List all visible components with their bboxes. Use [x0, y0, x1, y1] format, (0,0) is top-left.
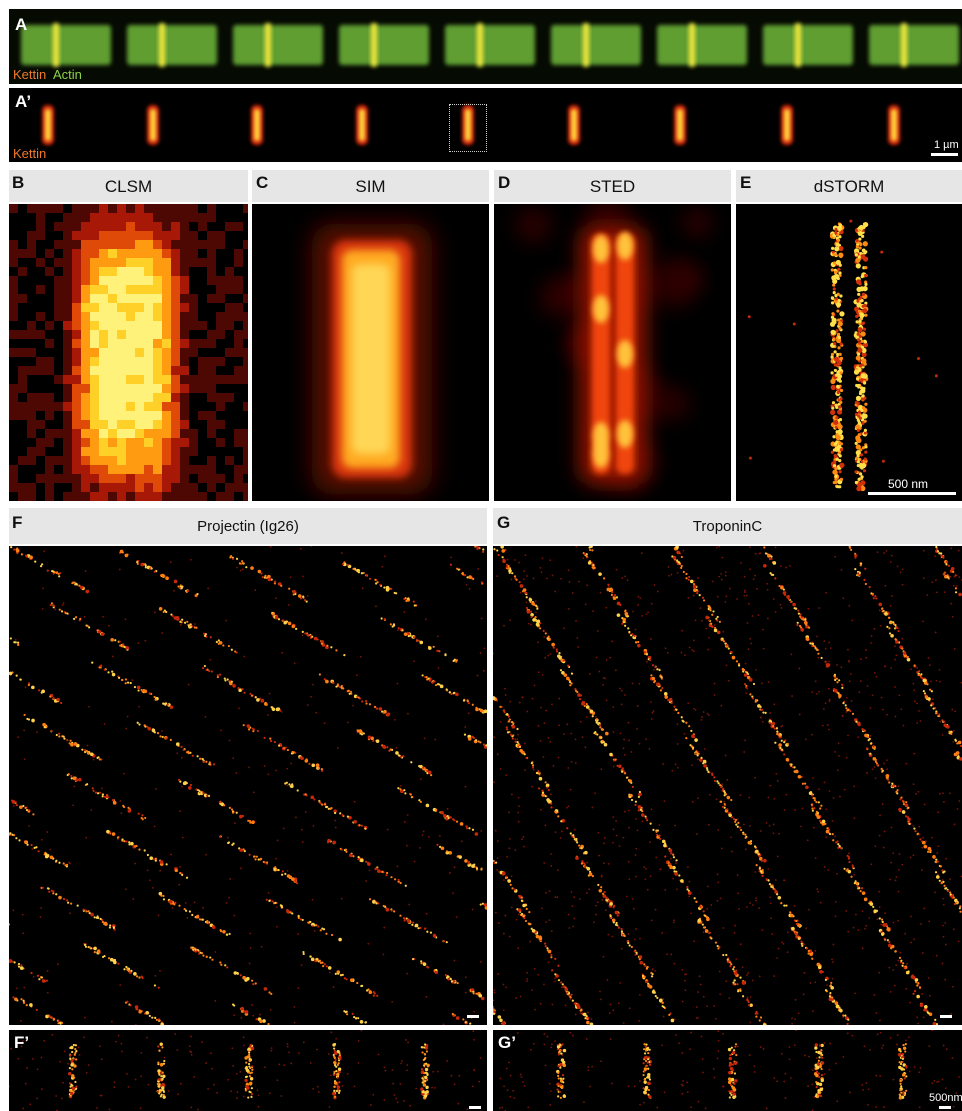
scalebar-f-prime — [469, 1106, 481, 1109]
panel-g-troponinc-image — [493, 546, 962, 1025]
panel-b-title: CLSM — [104, 177, 153, 196]
scalebar-500nm-g-prime-label: 500nm — [929, 1092, 962, 1104]
panel-f-header — [9, 508, 487, 544]
kettin-channel-image — [42, 105, 900, 145]
panel-d-title: STED — [589, 177, 636, 196]
kettin-channel-label: Kettin — [13, 146, 47, 161]
panel-e-dstorm-image: 500 nm — [736, 204, 962, 501]
actin-label: Actin — [53, 67, 82, 82]
scalebar-f — [467, 1015, 479, 1018]
panel-e-letter: E — [740, 173, 752, 192]
scalebar-1um-label: 1 µm — [934, 139, 959, 151]
panel-b-header — [9, 170, 248, 202]
panel-b-clsm-image — [9, 204, 248, 501]
scalebar-500nm-e — [868, 492, 956, 495]
panel-f-prime-image: F’ — [9, 1030, 487, 1111]
panel-g-prime-image: G’ 500nm — [493, 1030, 962, 1111]
scalebar-g — [940, 1015, 952, 1018]
panel-g-header — [493, 508, 962, 544]
panel-f-projectin-image — [9, 546, 487, 1025]
panel-g-letter: G — [497, 513, 511, 532]
panel-d-header — [494, 170, 731, 202]
panel-a-letter: A — [15, 15, 28, 34]
panel-g-title: TroponinC — [692, 518, 763, 535]
panel-g-prime-letter: G’ — [498, 1033, 516, 1052]
kettin-actin-merge-image — [21, 23, 959, 67]
panel-f-letter: F — [12, 513, 23, 532]
panel-c-letter: C — [256, 173, 269, 192]
panel-c-sim-image — [252, 204, 489, 501]
panel-e-title: dSTORM — [813, 177, 885, 196]
panel-c-title: SIM — [355, 177, 386, 196]
panel-b-letter: B — [12, 173, 25, 192]
kettin-label: Kettin — [13, 67, 47, 82]
zoom-region-box — [449, 104, 487, 152]
panel-d-letter: D — [498, 173, 511, 192]
panel-a-prime-letter: A’ — [15, 92, 32, 111]
scalebar-500nm-e-label: 500 nm — [888, 477, 929, 491]
panel-f-title: Projectin (Ig26) — [197, 518, 299, 535]
scalebar-g-prime — [939, 1106, 951, 1109]
panel-c-header — [252, 170, 489, 202]
panel-e-header — [736, 170, 962, 202]
panel-a-prime-image: A’ Kettin 1 µm — [9, 88, 962, 162]
panel-a-image: A Kettin Actin — [9, 9, 962, 84]
panel-f-prime-letter: F’ — [14, 1033, 30, 1052]
scalebar-1um — [931, 153, 958, 156]
panel-d-sted-image — [494, 204, 731, 501]
